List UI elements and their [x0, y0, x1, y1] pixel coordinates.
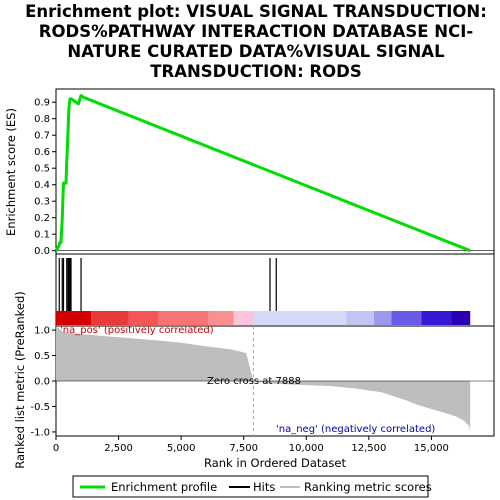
x-tick-label: 2,500: [104, 443, 133, 454]
legend-enrichment-label: Enrichment profile: [111, 480, 217, 494]
metric-layer: -1.0 -0.5 0.0 0.5 1.0 0 2,500 5,000 7,500 10,000 1…: [30, 325, 494, 454]
colorbar-segment: [391, 311, 422, 325]
colorbar-segment: [233, 311, 254, 325]
pos-correlated-label: 'na_pos' (positively correlated): [60, 325, 214, 336]
metric-y-tick-label: 0.0: [34, 377, 50, 388]
x-axis-title: Rank in Ordered Dataset: [204, 456, 347, 470]
zero-cross-label: Zero cross at 7888: [207, 376, 301, 387]
es-y-tick-label: 0.3: [34, 197, 50, 208]
plot-title: Enrichment plot: VISUAL SIGNAL TRANSDUCT…: [25, 2, 487, 81]
colorbar-segment: [91, 311, 129, 325]
rank-colorbar: [56, 311, 471, 325]
es-axis-title: Enrichment score (ES): [4, 108, 18, 236]
neg-correlated-label: 'na_neg' (negatively correlated): [276, 424, 435, 435]
x-tick-label: 0: [53, 443, 59, 454]
es-y-tick-label: 0.4: [34, 180, 50, 191]
colorbar-segment: [128, 311, 159, 325]
x-tick-label: 10,000: [289, 443, 324, 454]
colorbar-segment: [253, 311, 347, 325]
metric-axis-title: Ranked list metric (PreRanked): [13, 291, 27, 469]
enrichment-curve: [54, 94, 471, 253]
es-layer: 0.0 0.1 0.2 0.3 0.4 0.5 0.6 0.7 0.8 0.9: [34, 94, 494, 257]
metric-y-tick-label: 1.0: [34, 326, 50, 337]
metric-y-tick-label: -0.5: [30, 402, 50, 413]
es-y-tick-label: 0.2: [34, 213, 50, 224]
colorbar-segment: [421, 311, 452, 325]
x-tick-label: 7,500: [229, 443, 258, 454]
ranked-metric-area: [56, 326, 471, 432]
title-line-3: NATURE CURATED DATA%VISUAL SIGNAL: [67, 42, 445, 61]
metric-y-tick-label: 0.5: [34, 351, 50, 362]
hits-layer: [58, 258, 277, 311]
es-y-tick-label: 0.6: [34, 147, 50, 158]
legend: Enrichment profile Hits Ranking metric s…: [72, 475, 432, 498]
colorbar-segment: [208, 311, 234, 325]
title-line-2: RODS%PATHWAY INTERACTION DATABASE NCI-: [39, 22, 473, 41]
legend-metric-label: Ranking metric scores: [304, 480, 432, 494]
metric-y-tick-label: -1.0: [30, 427, 50, 438]
colorbar-segment: [158, 311, 209, 325]
colorbar-segment: [346, 311, 374, 325]
title-line-4: TRANSDUCTION: RODS: [150, 62, 362, 81]
es-y-tick-label: 0.9: [34, 98, 50, 109]
legend-box: [72, 475, 429, 498]
title-line-1: Enrichment plot: VISUAL SIGNAL TRANSDUCT…: [25, 2, 487, 21]
es-y-tick-label: 0.5: [34, 164, 50, 175]
legend-hits-label: Hits: [253, 480, 275, 494]
colorbar-segment: [451, 311, 471, 325]
x-tick-label: 15,000: [414, 443, 449, 454]
es-y-tick-label: 0.8: [34, 114, 50, 125]
es-y-tick-label: 0.1: [34, 230, 50, 241]
x-tick-label: 5,000: [167, 443, 196, 454]
colorbar-segment: [56, 311, 92, 325]
es-y-tick-label: 0.7: [34, 131, 50, 142]
x-tick-label: 12,500: [351, 443, 386, 454]
colorbar-segment: [373, 311, 392, 325]
es-y-tick-label: 0.0: [34, 246, 50, 257]
